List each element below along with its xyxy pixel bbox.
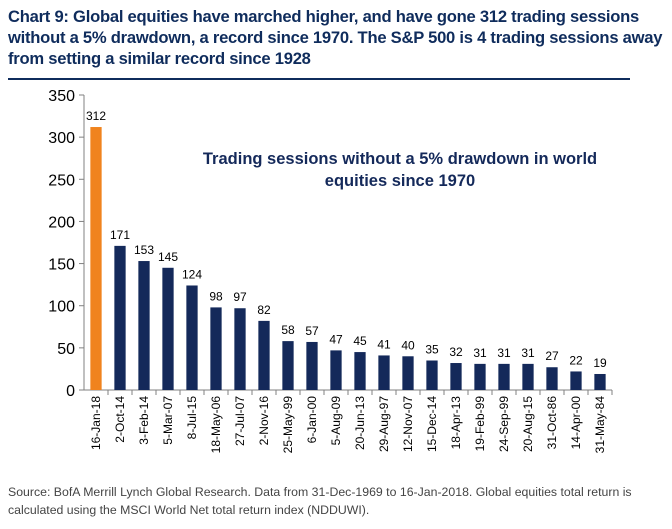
bar [354, 352, 366, 390]
x-tick-label: 5-Mar-07 [161, 396, 175, 445]
data-label: 45 [353, 334, 367, 348]
x-tick-label: 3-Feb-14 [137, 396, 151, 445]
bars [90, 127, 606, 391]
data-label: 171 [110, 228, 130, 242]
x-tick-label: 12-Nov-07 [401, 396, 415, 452]
y-tick-label: 50 [57, 341, 75, 358]
x-tick-label: 16-Jan-18 [89, 396, 103, 450]
bar [402, 356, 414, 390]
bar [498, 363, 510, 390]
source-note: Source: BofA Merrill Lynch Global Resear… [8, 485, 632, 517]
bar [306, 341, 318, 390]
x-axis-ticks: 16-Jan-18 2-Oct-14 3-Feb-14 5-Mar-07 8-Jul-1… [89, 390, 613, 454]
bar [114, 245, 126, 390]
x-tick-label: 29-Aug-97 [377, 396, 391, 452]
x-tick-label: 18-May-06 [209, 396, 223, 454]
y-tick-label: 200 [48, 214, 75, 231]
x-tick-label: 6-Jan-00 [305, 396, 319, 444]
bar [450, 363, 462, 390]
chart-annotation: Trading sessions without a 5% drawdown i… [203, 150, 597, 190]
data-label: 32 [449, 345, 463, 359]
x-tick-label: 24-Sep-99 [497, 396, 511, 452]
x-tick-label: 18-Apr-13 [449, 396, 463, 450]
bar [474, 363, 486, 390]
x-tick-label: 25-May-99 [281, 396, 295, 454]
bar [378, 355, 390, 390]
bar-chart: Trading sessions without a 5% drawdown i… [48, 88, 613, 454]
data-label: 145 [158, 250, 178, 264]
x-tick-label: 31-Oct-86 [545, 396, 559, 450]
data-label: 19 [593, 356, 607, 370]
data-label: 35 [425, 343, 439, 357]
bar [570, 371, 582, 390]
y-tick-label: 150 [48, 257, 75, 274]
x-tick-label: 2-Oct-14 [113, 396, 127, 443]
data-label: 31 [521, 346, 535, 360]
data-label: 97 [233, 290, 247, 304]
bar [162, 267, 174, 390]
bar [594, 373, 606, 390]
bar [282, 341, 294, 390]
data-label: 40 [401, 338, 415, 352]
bar [546, 367, 558, 390]
bar [186, 285, 198, 390]
x-tick-label: 2-Nov-16 [257, 396, 271, 446]
data-label: 98 [209, 289, 223, 303]
data-label: 153 [134, 243, 154, 257]
bar [330, 350, 342, 390]
y-axis-ticks: 0 50 100 150 200 250 300 350 [48, 88, 84, 400]
y-tick-label: 300 [48, 130, 75, 147]
data-label: 22 [569, 353, 583, 367]
y-tick-label: 350 [48, 88, 75, 105]
data-label: 312 [86, 109, 106, 123]
x-tick-label: 27-Jul-07 [233, 396, 247, 446]
data-label: 41 [377, 337, 391, 351]
x-tick-label: 5-Aug-09 [329, 396, 343, 446]
x-tick-label: 14-Apr-00 [569, 396, 583, 450]
data-label: 47 [329, 332, 343, 346]
title-underline [8, 78, 630, 80]
bar [258, 320, 270, 390]
bar [90, 127, 102, 391]
data-label: 31 [473, 346, 487, 360]
data-label: 58 [281, 323, 295, 337]
bar [138, 261, 150, 390]
bar [210, 307, 222, 390]
bar [426, 360, 438, 390]
x-tick-label: 20-Aug-15 [521, 396, 535, 452]
x-tick-label: 19-Feb-99 [473, 396, 487, 452]
x-tick-label: 31-May-84 [593, 396, 607, 454]
chart-title: Chart 9: Global equities have marched hi… [8, 7, 663, 68]
x-tick-label: 20-Jun-13 [353, 396, 367, 450]
bar [522, 363, 534, 390]
data-label: 82 [257, 303, 271, 317]
data-labels: 312 171 153 145 124 98 97 82 58 57 47 45 41 40 35 32 31 3… [86, 109, 607, 370]
y-tick-label: 100 [48, 299, 75, 316]
y-tick-label: 250 [48, 172, 75, 189]
annotation-line: equities since 1970 [325, 172, 475, 190]
bar [234, 308, 246, 390]
x-tick-label: 15-Dec-14 [425, 396, 439, 452]
annotation-line: Trading sessions without a 5% drawdown i… [203, 150, 597, 168]
y-tick-label: 0 [66, 383, 75, 400]
x-tick-label: 8-Jul-15 [185, 396, 199, 440]
data-label: 124 [182, 267, 202, 281]
data-label: 31 [497, 346, 511, 360]
data-label: 57 [305, 324, 319, 338]
data-label: 27 [545, 349, 559, 363]
